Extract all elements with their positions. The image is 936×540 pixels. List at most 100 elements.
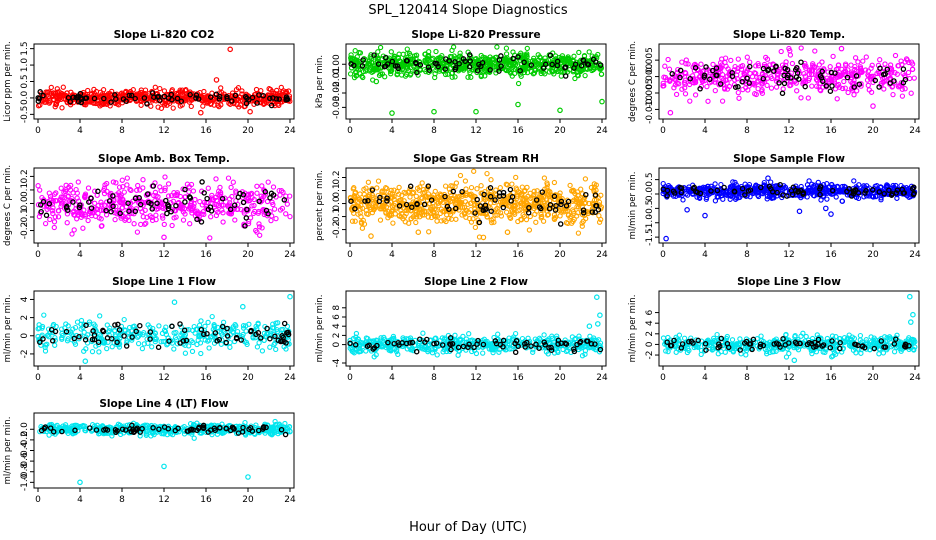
x-tick-label: 16 — [200, 373, 212, 383]
x-tick-label: 16 — [200, 250, 212, 260]
data-point — [735, 56, 741, 62]
data-point — [48, 84, 54, 91]
data-point — [710, 61, 716, 68]
overlay-point — [369, 187, 376, 193]
data-point — [794, 88, 800, 94]
overlay-point — [65, 94, 72, 101]
data-point — [526, 227, 533, 233]
data-point — [679, 59, 685, 65]
overlay-point — [412, 59, 419, 66]
data-point — [169, 222, 175, 229]
data-point — [267, 344, 273, 350]
data-point — [798, 95, 804, 101]
overlay-point — [224, 95, 230, 102]
data-point — [489, 56, 495, 62]
data-point — [403, 71, 410, 78]
data-point — [863, 54, 869, 60]
data-point — [271, 206, 278, 212]
data-point — [692, 61, 698, 68]
panel-y-axis-label: percent per min. — [315, 170, 325, 241]
overlay-point — [255, 330, 262, 336]
data-point — [220, 219, 226, 225]
data-point — [457, 66, 463, 72]
overlay-point — [37, 89, 43, 95]
x-tick-label: 0 — [35, 250, 41, 260]
outlier-point — [684, 207, 690, 213]
data-point — [374, 185, 380, 191]
overlay-point — [466, 64, 473, 70]
panel-title: Slope Line 1 Flow — [112, 276, 216, 288]
data-point — [413, 219, 419, 226]
overlay-point — [198, 326, 205, 333]
overlay-point — [781, 80, 788, 87]
overlay-point — [283, 94, 290, 100]
data-point — [535, 61, 541, 67]
data-point — [351, 56, 358, 62]
overlay-point — [382, 54, 389, 61]
data-point — [881, 86, 887, 92]
overlay-point — [276, 96, 282, 102]
data-point — [466, 67, 472, 73]
x-tick-label: 16 — [512, 126, 524, 136]
data-point — [258, 88, 264, 94]
data-point — [69, 231, 75, 237]
data-point — [413, 52, 420, 58]
data-point — [377, 217, 384, 223]
data-point — [542, 71, 548, 77]
data-point — [377, 44, 384, 51]
x-tick-label: 4 — [77, 250, 83, 260]
outlier-point — [198, 109, 204, 116]
data-point — [834, 96, 840, 102]
overlay-point — [474, 67, 481, 74]
overlay-point — [593, 59, 599, 65]
x-tick-label: 16 — [200, 126, 212, 136]
overlay-point — [88, 205, 95, 211]
data-point — [85, 185, 92, 191]
panel-y-axis-label: ml/min per min. — [3, 295, 13, 363]
x-tick-label: 8 — [744, 126, 750, 136]
data-point — [471, 168, 477, 174]
panel-y-axis-label: ml/min per min. — [315, 295, 325, 363]
data-point — [805, 95, 811, 101]
x-tick-label: 12 — [783, 126, 794, 136]
overlay-point — [121, 333, 127, 339]
overlay-point — [697, 86, 703, 92]
overlay-point — [177, 321, 183, 327]
data-point — [135, 340, 142, 347]
data-point — [112, 216, 118, 223]
data-point — [53, 101, 60, 108]
outlier-point — [247, 108, 253, 115]
data-point — [452, 74, 458, 80]
data-point — [382, 74, 388, 80]
overlay-point — [207, 204, 214, 210]
x-tick-label: 8 — [431, 126, 437, 136]
data-point — [169, 87, 175, 93]
x-tick-label: 0 — [660, 250, 666, 260]
data-point — [496, 349, 502, 355]
data-point — [424, 55, 431, 62]
data-point — [46, 100, 52, 106]
data-point — [187, 89, 193, 95]
data-point — [558, 73, 564, 79]
overlay-point — [371, 52, 377, 58]
y-tick-label: 0.2 — [20, 169, 30, 183]
data-point — [705, 98, 711, 104]
overlay-point — [216, 96, 223, 102]
overlay-point — [450, 188, 457, 195]
data-point — [188, 103, 194, 110]
overlay-point — [267, 195, 273, 201]
overlay-point — [425, 64, 432, 70]
data-point — [524, 45, 530, 52]
data-point — [507, 62, 514, 68]
data-point — [687, 98, 693, 104]
data-point — [432, 71, 438, 77]
data-point — [375, 178, 382, 184]
data-point — [139, 345, 146, 352]
data-point — [263, 96, 270, 102]
overlay-point — [547, 52, 554, 59]
overlay-point — [557, 221, 564, 227]
data-point — [812, 48, 818, 54]
data-point — [744, 54, 750, 60]
data-point — [42, 220, 49, 227]
data-point — [359, 73, 365, 79]
